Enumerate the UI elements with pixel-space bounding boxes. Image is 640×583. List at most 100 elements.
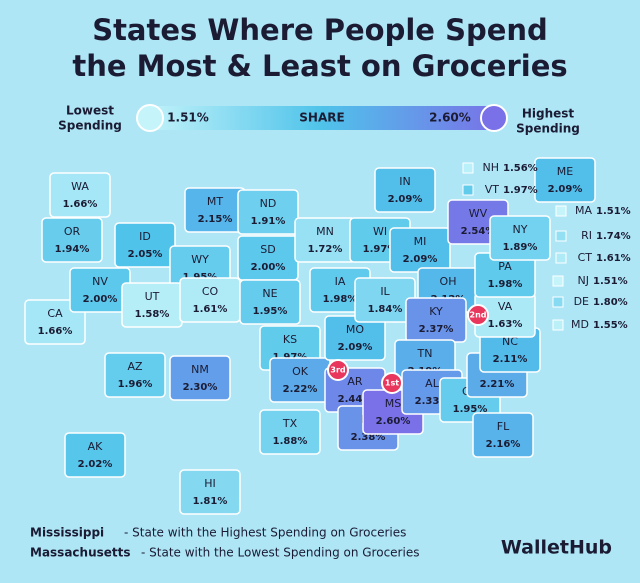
state-value: 2.15% <box>198 214 233 225</box>
state <box>462 184 474 196</box>
state-value: 1.51% <box>593 276 628 287</box>
legend-max-label: 2.60% <box>429 111 471 125</box>
state <box>462 162 474 174</box>
state-abbr: WV <box>469 207 488 220</box>
state-value: 1.98% <box>323 294 358 305</box>
rank-badge <box>327 359 349 381</box>
state-abbr: NJ <box>578 274 589 287</box>
state-value: 2.09% <box>338 342 373 353</box>
state-value: 1.61% <box>193 304 228 315</box>
state-value: 1.95% <box>453 404 488 415</box>
state-value: 1.94% <box>55 244 90 255</box>
rank-label: 2nd <box>470 311 487 320</box>
state-value: 2.11% <box>493 354 528 365</box>
state-value: 2.21% <box>480 379 515 390</box>
rank-label: 1st <box>385 379 399 388</box>
state-abbr: MO <box>346 323 364 336</box>
rank-label: 3rd <box>330 366 346 375</box>
state <box>489 215 551 261</box>
state <box>49 172 111 218</box>
state <box>64 432 126 478</box>
state-abbr: AR <box>347 375 363 388</box>
state <box>552 319 564 331</box>
state-value: 2.54% <box>461 226 496 237</box>
state-abbr: IL <box>380 285 390 298</box>
state-value: 2.00% <box>251 262 286 273</box>
state-value: 2.33% <box>415 396 450 407</box>
state-abbr: IN <box>399 175 410 188</box>
state-abbr: MT <box>207 195 223 208</box>
state-value: 1.81% <box>193 496 228 507</box>
state <box>114 222 176 268</box>
legend-low: Spending <box>58 119 122 133</box>
legend-high: Spending <box>516 122 580 136</box>
state-abbr: AK <box>88 440 104 453</box>
note-text: - State with the Highest Spending on Gro… <box>124 526 406 540</box>
state <box>374 167 436 213</box>
legend-high: Highest <box>522 107 575 121</box>
state-value: 2.30% <box>183 382 218 393</box>
state-abbr: MS <box>385 397 401 410</box>
state-abbr: NV <box>92 275 108 288</box>
state-abbr: OH <box>440 275 457 288</box>
title-line: States Where People Spend <box>92 13 548 47</box>
state-abbr: ID <box>139 230 151 243</box>
state-abbr: CT <box>578 251 593 264</box>
state-abbr: MN <box>316 225 334 238</box>
state-value: 2.60% <box>376 416 411 427</box>
state-value: 1.58% <box>135 309 170 320</box>
state-value: 2.02% <box>78 459 113 470</box>
state-abbr: SD <box>260 243 275 256</box>
state <box>259 409 321 455</box>
state-abbr: ME <box>557 165 573 178</box>
state <box>41 217 103 263</box>
state-abbr: ND <box>260 197 277 210</box>
state-abbr: VA <box>498 300 513 313</box>
state-value: 1.98% <box>488 279 523 290</box>
state-abbr: PA <box>498 260 512 273</box>
state-abbr: OK <box>292 365 309 378</box>
state-value: 1.97% <box>363 244 398 255</box>
state <box>552 275 564 287</box>
state-abbr: CA <box>47 307 63 320</box>
state-value: 2.44% <box>338 394 373 405</box>
state-abbr: KY <box>429 305 443 318</box>
state <box>555 205 567 217</box>
state-value: 2.16% <box>486 439 521 450</box>
state-abbr: WA <box>71 180 89 193</box>
state-value: 1.91% <box>251 216 286 227</box>
state <box>24 299 86 345</box>
state <box>179 469 241 515</box>
state-abbr: UT <box>145 290 160 303</box>
legend-min <box>136 104 164 132</box>
state-abbr: RI <box>581 229 592 242</box>
state <box>552 296 564 308</box>
state-value: 1.51% <box>596 206 631 217</box>
state-abbr: VT <box>485 183 500 196</box>
state-value: 1.61% <box>596 253 631 264</box>
state <box>169 355 231 401</box>
state-value: 2.37% <box>419 324 454 335</box>
state-value: 1.84% <box>368 304 403 315</box>
state-value: 1.96% <box>118 379 153 390</box>
state-value: 1.55% <box>593 320 628 331</box>
state-abbr: WI <box>373 225 387 238</box>
state-abbr: MA <box>575 204 592 217</box>
state-abbr: OR <box>64 225 81 238</box>
state-value: 1.97% <box>503 185 538 196</box>
state-value: 2.09% <box>388 194 423 205</box>
note-text: - State with the Lowest Spending on Groc… <box>141 546 419 560</box>
state-value: 2.00% <box>83 294 118 305</box>
state-value: 1.63% <box>488 319 523 330</box>
state-value: 1.95% <box>253 306 288 317</box>
state-value: 1.74% <box>596 231 631 242</box>
state-abbr: AL <box>425 377 440 390</box>
state-abbr: NC <box>502 335 518 348</box>
state-value: 1.88% <box>273 436 308 447</box>
state <box>534 157 596 203</box>
legend-bar <box>142 106 502 130</box>
state-value: 2.38% <box>351 432 386 443</box>
state-abbr: NM <box>191 363 209 376</box>
state-value: 2.05% <box>128 249 163 260</box>
state <box>472 412 534 458</box>
